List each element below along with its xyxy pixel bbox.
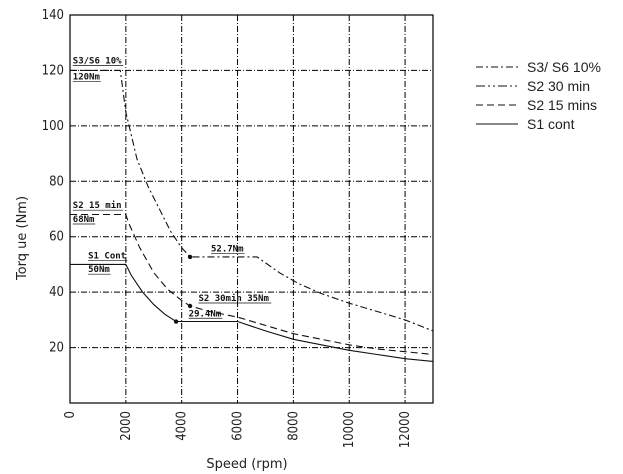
grid <box>69 14 434 404</box>
annotation-s215-b: 68Nm <box>73 215 95 225</box>
plot-frame <box>69 14 434 404</box>
y-tick-label: 100 <box>42 119 64 134</box>
series-line-0 <box>70 69 434 332</box>
legend-label: S2 30 min <box>527 78 590 94</box>
annotation-s3-a: S3/S6 10% <box>73 57 122 67</box>
annotations: S3/S6 10% 120Nm S2 15 min 68Nm S1 Cont 50Nm 52… <box>72 57 272 319</box>
y-tick-label: 20 <box>49 341 64 356</box>
tick-labels: 0 2000 4000 6000 8000 10000 12000 20 40 60 80 100 12… <box>42 8 413 448</box>
annotation-s1-val: 29.4Nm <box>189 309 222 319</box>
y-tick-label: 140 <box>42 8 64 23</box>
series-line-3 <box>70 263 434 362</box>
y-axis-title: Torq ue (Nm) <box>15 196 30 281</box>
x-axis-title: Speed (rpm) <box>206 457 287 472</box>
x-tick-label: 10000 <box>342 411 357 448</box>
series-lines <box>70 69 434 362</box>
x-tick-label: 8000 <box>286 411 301 441</box>
legend: S3/ S6 10% S2 30 min S2 15 mins S1 cont <box>476 59 601 132</box>
legend-label: S1 cont <box>527 116 575 132</box>
x-tick-label: 12000 <box>398 411 413 448</box>
data-marker <box>173 319 179 324</box>
data-marker <box>187 303 193 309</box>
series-line-2 <box>70 213 434 356</box>
annotation-s215-a: S2 15 min <box>73 200 122 211</box>
x-tick-label: 2000 <box>119 411 134 441</box>
legend-label: S2 15 mins <box>527 97 597 113</box>
data-markers <box>173 254 193 324</box>
annotation-s3-val: 52.7Nm <box>211 245 244 255</box>
y-tick-label: 120 <box>42 63 64 78</box>
x-tick-label: 6000 <box>231 411 246 441</box>
annotation-s3-b: 120Nm <box>73 72 101 82</box>
y-tick-label: 60 <box>49 230 64 245</box>
annotation-s1-b: 50Nm <box>88 265 110 275</box>
data-marker <box>187 254 193 260</box>
x-tick-label: 4000 <box>175 411 190 441</box>
annotation-s230: S2 30min 35Nm <box>198 293 269 304</box>
y-tick-label: 80 <box>49 174 64 189</box>
x-tick-label: 0 <box>63 411 78 418</box>
annotation-s1-a: S1 Cont <box>88 251 126 261</box>
y-tick-label: 40 <box>49 285 64 300</box>
legend-label: S3/ S6 10% <box>527 59 601 75</box>
